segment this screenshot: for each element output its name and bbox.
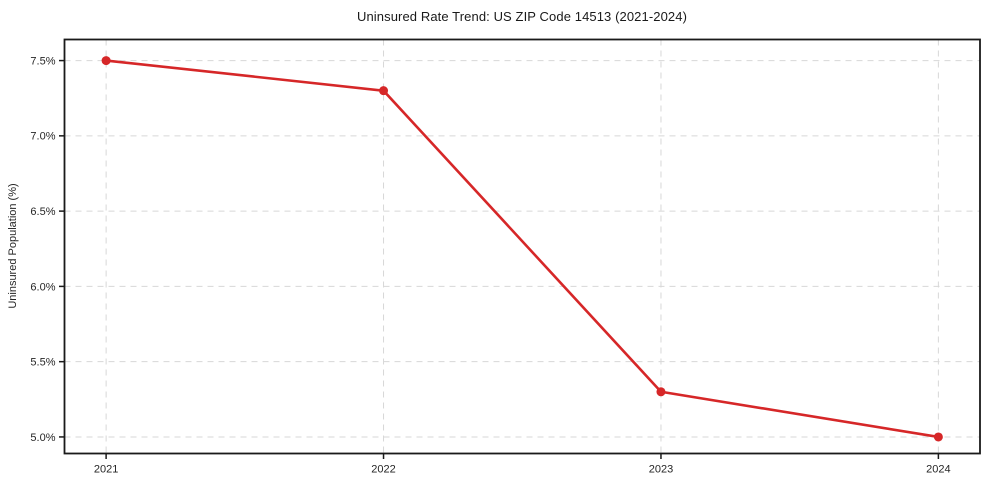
- trend-line: [104, 59, 940, 439]
- y-tick-label: 5.0%: [30, 432, 55, 444]
- y-tick-label: 5.5%: [30, 357, 55, 369]
- y-tick-label: 6.5%: [30, 206, 55, 218]
- y-tick-label: 6.0%: [30, 281, 55, 293]
- x-tick-label: 2023: [649, 464, 673, 476]
- y-tick-label: 7.5%: [30, 55, 55, 67]
- y-tick-label: 7.0%: [30, 131, 55, 143]
- chart-title: Uninsured Rate Trend: US ZIP Code 14513 …: [356, 9, 688, 24]
- x-tick-label: 2022: [371, 464, 395, 476]
- data-point-2021: [101, 56, 111, 66]
- data-point-2023: [656, 387, 666, 397]
- plot-border: [63, 38, 981, 455]
- data-point-2024: [933, 432, 943, 442]
- data-point-2022: [379, 86, 389, 96]
- x-tick-label: 2021: [94, 464, 118, 476]
- x-tick-label: 2024: [926, 464, 950, 476]
